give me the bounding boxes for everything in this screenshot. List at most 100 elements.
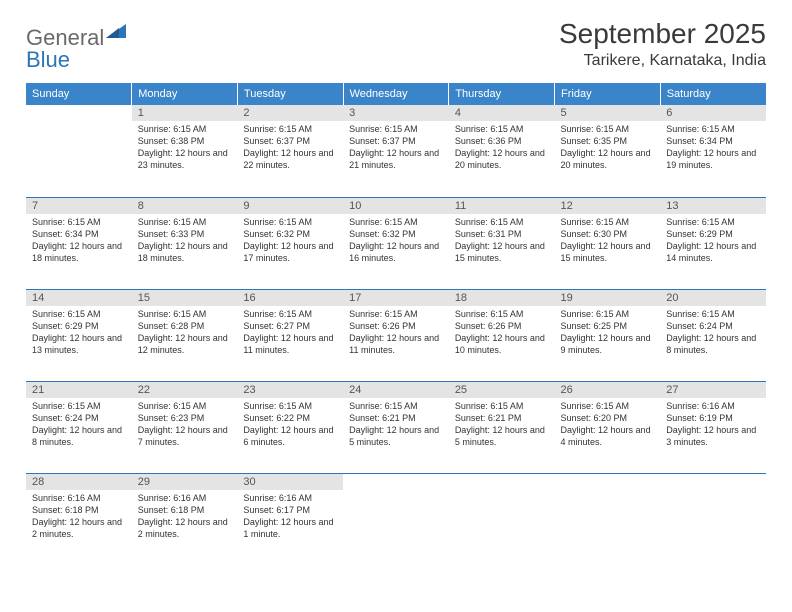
day-details: Sunrise: 6:16 AMSunset: 6:18 PMDaylight:…: [26, 490, 132, 545]
day-cell: [449, 473, 555, 565]
day-cell: 15Sunrise: 6:15 AMSunset: 6:28 PMDayligh…: [132, 289, 238, 381]
day-header-tuesday: Tuesday: [237, 83, 343, 105]
day-cell: 13Sunrise: 6:15 AMSunset: 6:29 PMDayligh…: [660, 197, 766, 289]
sunrise-text: Sunrise: 6:15 AM: [666, 308, 760, 320]
daylight-text: Daylight: 12 hours and 11 minutes.: [349, 332, 443, 356]
daylight-text: Daylight: 12 hours and 5 minutes.: [349, 424, 443, 448]
day-cell: [555, 473, 661, 565]
sunset-text: Sunset: 6:17 PM: [243, 504, 337, 516]
sunset-text: Sunset: 6:26 PM: [349, 320, 443, 332]
day-cell: 21Sunrise: 6:15 AMSunset: 6:24 PMDayligh…: [26, 381, 132, 473]
day-number: 4: [449, 105, 555, 121]
location-subtitle: Tarikere, Karnataka, India: [559, 52, 766, 70]
day-cell: 26Sunrise: 6:15 AMSunset: 6:20 PMDayligh…: [555, 381, 661, 473]
day-header-row: Sunday Monday Tuesday Wednesday Thursday…: [26, 83, 766, 105]
day-cell: 4Sunrise: 6:15 AMSunset: 6:36 PMDaylight…: [449, 105, 555, 197]
day-cell: 5Sunrise: 6:15 AMSunset: 6:35 PMDaylight…: [555, 105, 661, 197]
sunset-text: Sunset: 6:21 PM: [455, 412, 549, 424]
daylight-text: Daylight: 12 hours and 9 minutes.: [561, 332, 655, 356]
day-number: 18: [449, 290, 555, 306]
day-details: Sunrise: 6:15 AMSunset: 6:29 PMDaylight:…: [26, 306, 132, 361]
sunset-text: Sunset: 6:21 PM: [349, 412, 443, 424]
sunrise-text: Sunrise: 6:15 AM: [666, 216, 760, 228]
daylight-text: Daylight: 12 hours and 8 minutes.: [666, 332, 760, 356]
day-details: Sunrise: 6:15 AMSunset: 6:21 PMDaylight:…: [449, 398, 555, 453]
daylight-text: Daylight: 12 hours and 2 minutes.: [32, 516, 126, 540]
brand-logo: GeneralBlue: [26, 24, 126, 73]
day-cell: 2Sunrise: 6:15 AMSunset: 6:37 PMDaylight…: [237, 105, 343, 197]
daylight-text: Daylight: 12 hours and 20 minutes.: [561, 147, 655, 171]
day-cell: 14Sunrise: 6:15 AMSunset: 6:29 PMDayligh…: [26, 289, 132, 381]
day-number: 15: [132, 290, 238, 306]
daylight-text: Daylight: 12 hours and 4 minutes.: [561, 424, 655, 448]
day-details: Sunrise: 6:15 AMSunset: 6:36 PMDaylight:…: [449, 121, 555, 176]
daylight-text: Daylight: 12 hours and 22 minutes.: [243, 147, 337, 171]
week-row: 21Sunrise: 6:15 AMSunset: 6:24 PMDayligh…: [26, 381, 766, 473]
sunrise-text: Sunrise: 6:15 AM: [138, 400, 232, 412]
sunrise-text: Sunrise: 6:15 AM: [243, 123, 337, 135]
daylight-text: Daylight: 12 hours and 13 minutes.: [32, 332, 126, 356]
daylight-text: Daylight: 12 hours and 7 minutes.: [138, 424, 232, 448]
day-cell: 18Sunrise: 6:15 AMSunset: 6:26 PMDayligh…: [449, 289, 555, 381]
day-cell: 7Sunrise: 6:15 AMSunset: 6:34 PMDaylight…: [26, 197, 132, 289]
day-header-monday: Monday: [132, 83, 238, 105]
day-number: 8: [132, 198, 238, 214]
day-details: Sunrise: 6:15 AMSunset: 6:24 PMDaylight:…: [26, 398, 132, 453]
day-number: 27: [660, 382, 766, 398]
sunrise-text: Sunrise: 6:15 AM: [32, 308, 126, 320]
day-details: Sunrise: 6:15 AMSunset: 6:24 PMDaylight:…: [660, 306, 766, 361]
day-cell: 22Sunrise: 6:15 AMSunset: 6:23 PMDayligh…: [132, 381, 238, 473]
day-number: 16: [237, 290, 343, 306]
day-details: Sunrise: 6:15 AMSunset: 6:34 PMDaylight:…: [660, 121, 766, 176]
sunset-text: Sunset: 6:19 PM: [666, 412, 760, 424]
week-row: 1 Sunrise: 6:15 AM Sunset: 6:38 PM Daylight…: [26, 105, 766, 197]
day-number: 13: [660, 198, 766, 214]
day-cell: 9Sunrise: 6:15 AMSunset: 6:32 PMDaylight…: [237, 197, 343, 289]
daylight-text: Daylight: 12 hours and 11 minutes.: [243, 332, 337, 356]
day-details: Sunrise: 6:15 AMSunset: 6:20 PMDaylight:…: [555, 398, 661, 453]
day-cell: [26, 105, 132, 197]
sunset-text: Sunset: 6:38 PM: [138, 135, 232, 147]
day-cell: 12Sunrise: 6:15 AMSunset: 6:30 PMDayligh…: [555, 197, 661, 289]
day-cell: 20Sunrise: 6:15 AMSunset: 6:24 PMDayligh…: [660, 289, 766, 381]
day-header-wednesday: Wednesday: [343, 83, 449, 105]
sunset-text: Sunset: 6:18 PM: [32, 504, 126, 516]
day-number: 21: [26, 382, 132, 398]
day-number: 1: [132, 105, 238, 121]
month-title: September 2025: [559, 18, 766, 50]
logo-mark-icon: [106, 24, 126, 43]
daylight-text: Daylight: 12 hours and 12 minutes.: [138, 332, 232, 356]
sunset-text: Sunset: 6:37 PM: [243, 135, 337, 147]
sunrise-text: Sunrise: 6:15 AM: [243, 216, 337, 228]
sunset-text: Sunset: 6:29 PM: [32, 320, 126, 332]
week-row: 14Sunrise: 6:15 AMSunset: 6:29 PMDayligh…: [26, 289, 766, 381]
day-details: Sunrise: 6:15 AMSunset: 6:35 PMDaylight:…: [555, 121, 661, 176]
day-number: 12: [555, 198, 661, 214]
daylight-text: Daylight: 12 hours and 1 minute.: [243, 516, 337, 540]
day-cell: 29 Sunrise: 6:16 AMSunset: 6:18 PMDayligh…: [132, 473, 238, 565]
day-number: 5: [555, 105, 661, 121]
day-cell: 24Sunrise: 6:15 AMSunset: 6:21 PMDayligh…: [343, 381, 449, 473]
day-cell: 3Sunrise: 6:15 AMSunset: 6:37 PMDaylight…: [343, 105, 449, 197]
day-details: Sunrise: 6:15 AMSunset: 6:26 PMDaylight:…: [449, 306, 555, 361]
sunrise-text: Sunrise: 6:16 AM: [138, 492, 232, 504]
day-details: Sunrise: 6:16 AMSunset: 6:19 PMDaylight:…: [660, 398, 766, 453]
day-number: 2: [237, 105, 343, 121]
day-number: 26: [555, 382, 661, 398]
day-cell: [660, 473, 766, 565]
day-cell: 27Sunrise: 6:16 AMSunset: 6:19 PMDayligh…: [660, 381, 766, 473]
day-number: 29: [132, 474, 238, 490]
day-details: Sunrise: 6:15 AMSunset: 6:37 PMDaylight:…: [237, 121, 343, 176]
daylight-text: Daylight: 12 hours and 14 minutes.: [666, 240, 760, 264]
day-number: 19: [555, 290, 661, 306]
daylight-text: Daylight: 12 hours and 2 minutes.: [138, 516, 232, 540]
sunset-text: Sunset: 6:33 PM: [138, 228, 232, 240]
sunset-text: Sunset: 6:18 PM: [138, 504, 232, 516]
page-header: GeneralBlue September 2025 Tarikere, Kar…: [26, 18, 766, 73]
daylight-text: Daylight: 12 hours and 18 minutes.: [32, 240, 126, 264]
day-header-friday: Friday: [555, 83, 661, 105]
day-cell: 16Sunrise: 6:15 AMSunset: 6:27 PMDayligh…: [237, 289, 343, 381]
day-details: Sunrise: 6:15 AMSunset: 6:31 PMDaylight:…: [449, 214, 555, 269]
day-number: 20: [660, 290, 766, 306]
day-cell: 17Sunrise: 6:15 AMSunset: 6:26 PMDayligh…: [343, 289, 449, 381]
